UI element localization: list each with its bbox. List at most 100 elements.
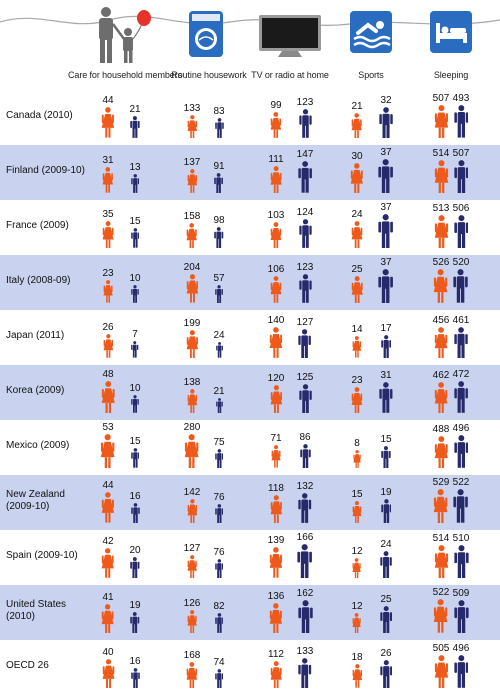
female-figure-mark (269, 602, 283, 633)
male-value-label: 37 (380, 202, 392, 213)
row-label: United States (2010) (6, 599, 67, 622)
female-figure-mark (186, 662, 198, 688)
table-row: Canada (2010) 44 21 133 83 99 123 21 32 507 493 (0, 90, 500, 145)
male-value-label: 83 (213, 106, 225, 118)
female-figure-mark (187, 499, 197, 523)
male-figure-mark (215, 284, 223, 303)
male-value-label: 91 (213, 160, 225, 172)
male-value-label: 32 (380, 94, 392, 106)
male-figure-mark (453, 489, 469, 523)
male-value-label: 24 (213, 330, 225, 342)
row-label: New Zealand (2009-10) (6, 489, 65, 512)
male-figure-mark (379, 382, 393, 413)
female-figure-mark (187, 389, 197, 413)
female-figure-mark (101, 548, 115, 578)
female-figure-mark (352, 612, 362, 633)
female-value-label: 513 (432, 202, 450, 214)
male-figure-mark (298, 219, 312, 248)
female-figure-mark (271, 445, 281, 468)
female-figure-mark (434, 159, 448, 193)
male-value-label: 461 (452, 314, 470, 326)
female-figure-mark (351, 221, 363, 248)
male-value-label: 37 (380, 147, 392, 158)
male-figure-mark (298, 493, 312, 523)
female-figure-mark (269, 547, 283, 578)
male-figure-mark (378, 159, 394, 193)
female-value-label: 106 (267, 264, 285, 276)
female-value-label: 138 (183, 377, 201, 389)
female-figure-mark (434, 381, 448, 413)
column-label-care: Care for household members (68, 70, 182, 80)
female-figure-mark (270, 112, 282, 138)
female-figure-mark (434, 214, 448, 248)
female-value-label: 488 (432, 423, 450, 435)
male-value-label: 25 (380, 593, 392, 605)
male-figure-mark (214, 558, 224, 578)
column-label-sleeping: Sleeping (433, 70, 469, 80)
male-value-label: 26 (380, 647, 392, 659)
male-figure-mark (298, 109, 312, 138)
female-value-label: 529 (432, 477, 450, 488)
male-figure-mark (453, 435, 468, 468)
female-figure-mark (352, 557, 362, 578)
female-figure-mark (102, 659, 114, 688)
male-figure-mark (131, 285, 139, 303)
male-figure-mark (378, 214, 394, 248)
female-value-label: 112 (268, 648, 284, 660)
female-value-label: 18 (351, 652, 363, 664)
male-figure-mark (380, 605, 392, 633)
family-with-balloon-icon (99, 7, 151, 63)
female-value-label: 48 (102, 368, 114, 380)
male-figure-mark (379, 106, 393, 138)
female-value-label: 514 (432, 147, 450, 159)
male-figure-mark (298, 161, 312, 193)
male-value-label: 493 (452, 93, 470, 105)
wavy-line-decoration (0, 15, 500, 26)
male-figure-mark (381, 334, 391, 358)
female-figure-mark (187, 554, 197, 578)
male-value-label: 506 (452, 202, 470, 214)
female-value-label: 514 (432, 532, 450, 544)
male-value-label: 15 (129, 436, 141, 448)
female-figure-mark (434, 326, 448, 358)
female-figure-mark (186, 329, 198, 358)
row-label: OECD 26 (6, 660, 49, 671)
female-value-label: 12 (351, 545, 363, 557)
male-value-label: 17 (380, 322, 392, 334)
male-value-label: 162 (296, 587, 314, 599)
television-icon (259, 15, 321, 57)
female-value-label: 522 (432, 587, 450, 599)
table-row: OECD 26 40 16 168 74 112 133 18 26 505 496 (0, 640, 500, 695)
female-value-label: 42 (102, 536, 114, 548)
female-figure-mark (101, 381, 115, 413)
female-figure-mark (434, 544, 448, 578)
female-figure-mark (270, 276, 282, 303)
female-value-label: 168 (183, 650, 201, 661)
female-value-label: 139 (267, 535, 285, 547)
female-value-label: 127 (183, 542, 201, 554)
female-value-label: 137 (183, 157, 201, 169)
male-figure-mark (454, 105, 469, 138)
male-figure-mark (298, 658, 312, 688)
female-value-label: 15 (351, 488, 363, 500)
male-value-label: 82 (213, 601, 225, 613)
female-value-label: 280 (183, 422, 201, 433)
female-figure-mark (434, 104, 448, 138)
female-value-label: 140 (267, 315, 285, 327)
female-figure-mark (434, 435, 448, 468)
male-figure-mark (453, 269, 469, 303)
male-figure-mark (378, 269, 394, 303)
female-figure-mark (434, 599, 448, 633)
male-value-label: 522 (452, 477, 470, 489)
female-figure-mark (352, 336, 362, 358)
male-figure-mark (298, 328, 312, 358)
male-figure-mark (214, 613, 224, 633)
female-value-label: 99 (270, 100, 282, 112)
female-value-label: 136 (267, 590, 285, 602)
male-figure-mark (380, 498, 392, 523)
male-value-label: 496 (452, 423, 470, 435)
male-value-label: 10 (129, 273, 141, 285)
female-figure-mark (269, 327, 283, 358)
male-value-label: 76 (213, 546, 225, 558)
